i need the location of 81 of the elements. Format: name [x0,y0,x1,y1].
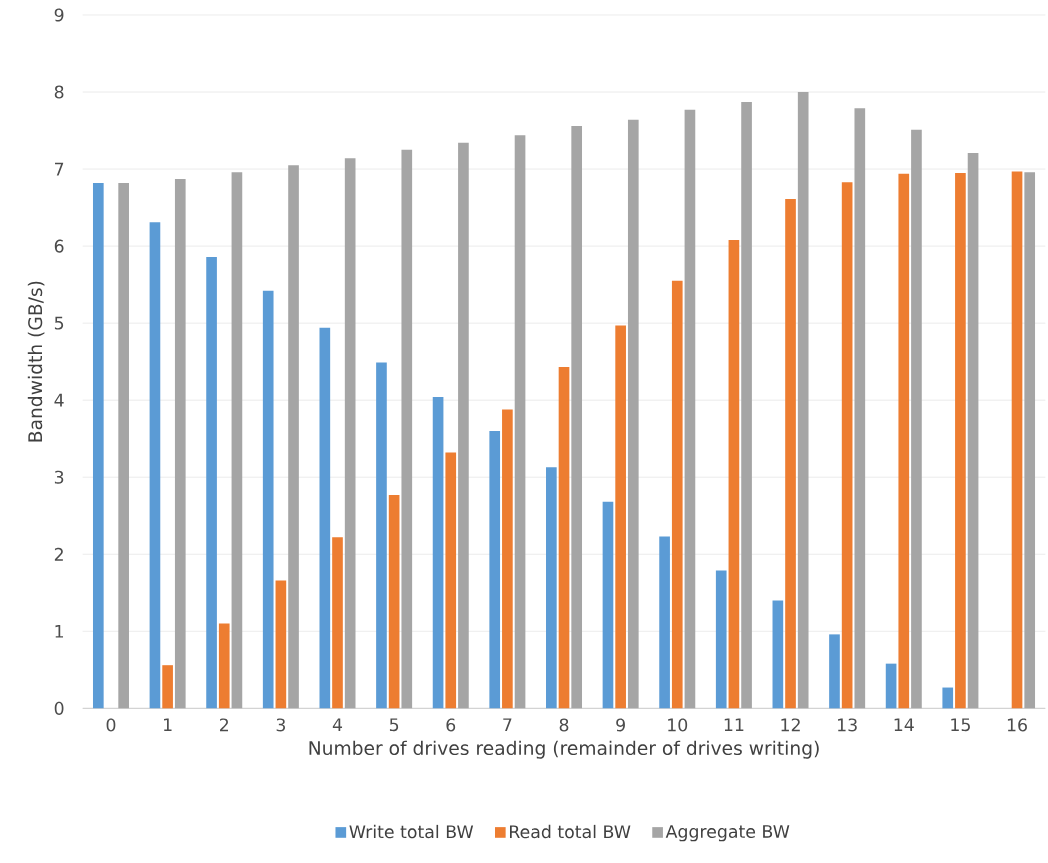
bar [797,92,809,709]
bar [118,182,129,709]
x-axis-title: Number of drives reading (remainder of drives writing) [309,740,819,759]
bar [571,125,583,709]
x-tick-label: 16 [1007,718,1027,732]
bar [231,172,243,709]
legend-label: Read total BW [510,824,631,839]
bar [275,580,287,709]
bar [149,222,161,709]
x-tick-label: 9 [616,718,625,732]
bar [546,467,557,709]
bar [741,102,752,709]
y-tick-label: 6 [54,239,64,253]
bar [332,537,343,709]
bar [659,536,670,709]
bar [627,119,639,709]
bar [885,663,897,709]
y-tick-label: 4 [54,393,64,407]
bar [388,494,400,709]
bar [955,172,966,709]
bar [942,687,954,709]
y-tick-label: 7 [55,162,64,176]
y-tick-label: 0 [54,701,64,715]
bar [92,182,104,709]
legend-label: Write total BW [349,824,474,839]
y-tick-label: 5 [54,316,64,330]
bar [262,290,274,709]
y-tick-label: 3 [54,470,64,484]
bar [489,431,501,709]
bar [401,149,413,709]
y-tick-label: 8 [54,85,64,99]
bar [602,501,614,709]
bar [841,182,853,709]
bar [558,367,570,709]
bar [911,129,922,709]
x-tick-label: 11 [724,718,744,732]
x-tick-label: 8 [559,718,569,732]
x-tick-label: 5 [389,718,399,732]
bar [445,452,457,709]
bar [319,327,331,709]
bar [458,142,469,709]
y-tick-label: 9 [54,8,64,22]
bar [1011,171,1023,709]
x-tick-label: 15 [951,718,970,732]
legend-label: Aggregate BW [665,825,790,842]
x-tick-label: 0 [106,718,116,732]
bar [1024,172,1036,709]
bar [898,173,910,709]
bar [785,199,796,709]
bar [772,600,784,709]
bar [967,152,979,709]
x-tick-label: 12 [781,718,800,732]
bar [174,179,186,709]
x-tick-label: 7 [503,718,512,732]
bar [854,108,866,709]
bar [514,135,526,709]
x-tick-label: 2 [220,718,229,732]
x-tick-label: 3 [276,718,285,732]
bar [671,280,683,709]
y-axis-title: Bandwidth (GB/s) [27,281,45,442]
bar [376,362,387,709]
bar [218,623,230,709]
bar [432,397,444,709]
bar [715,570,727,709]
bar [502,409,513,709]
y-tick-label: 2 [54,547,63,561]
y-tick-label: 1 [55,624,64,638]
x-tick-label: 1 [164,718,172,732]
bar [684,109,696,709]
bar [288,165,299,709]
bar [728,239,740,709]
x-tick-label: 14 [894,718,914,732]
x-tick-label: 6 [446,718,456,732]
bar [615,325,626,709]
bar [162,665,173,709]
x-tick-label: 10 [668,718,688,732]
x-tick-label: 4 [332,718,343,732]
bar [206,256,217,709]
bar [344,158,356,709]
bar [829,634,840,709]
x-tick-label: 13 [838,718,857,732]
